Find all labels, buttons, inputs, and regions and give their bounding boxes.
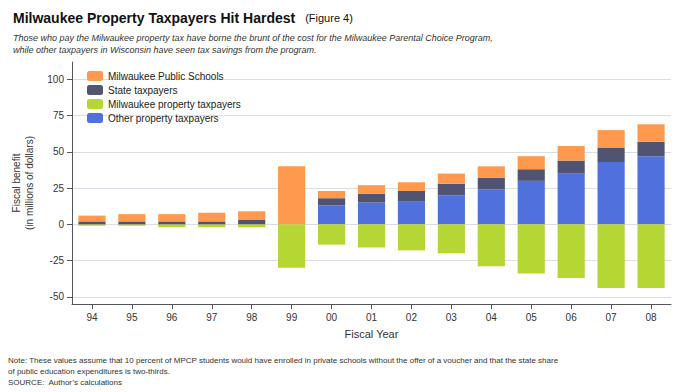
svg-text:Fiscal benefit: Fiscal benefit	[11, 153, 22, 212]
svg-text:94: 94	[86, 312, 98, 323]
svg-text:(Figure 4): (Figure 4)	[305, 12, 353, 24]
svg-text:05: 05	[526, 312, 538, 323]
svg-text:Those who pay the Milwaukee pr: Those who pay the Milwaukee property tax…	[13, 33, 493, 43]
svg-text:06: 06	[566, 312, 578, 323]
svg-text:96: 96	[166, 312, 178, 323]
svg-text:25: 25	[53, 183, 65, 194]
svg-text:0: 0	[58, 219, 64, 230]
svg-text:00: 00	[326, 312, 338, 323]
svg-text:08: 08	[645, 312, 657, 323]
svg-text:Milwaukee Property Taxpayers H: Milwaukee Property Taxpayers Hit Hardest	[13, 10, 296, 26]
svg-text:99: 99	[286, 312, 298, 323]
svg-text:Note: These values assume that: Note: These values assume that 10 percen…	[8, 356, 559, 365]
svg-text:98: 98	[246, 312, 258, 323]
svg-text:50: 50	[53, 146, 65, 157]
svg-text:SOURCE: Author’s calculations: SOURCE: Author’s calculations	[8, 378, 122, 387]
svg-text:Other property taxpayers: Other property taxpayers	[108, 113, 219, 124]
svg-text:97: 97	[206, 312, 218, 323]
svg-text:-50: -50	[50, 291, 65, 302]
svg-text:95: 95	[126, 312, 138, 323]
svg-text:of public education expenditur: of public education expenditures is two-…	[8, 367, 170, 376]
svg-text:(in millions of dollars): (in millions of dollars)	[24, 136, 35, 230]
svg-text:07: 07	[606, 312, 618, 323]
svg-text:Milwaukee property taxpayers: Milwaukee property taxpayers	[108, 99, 241, 110]
svg-text:04: 04	[486, 312, 498, 323]
svg-text:02: 02	[406, 312, 418, 323]
svg-text:03: 03	[446, 312, 458, 323]
svg-text:-25: -25	[50, 255, 65, 266]
svg-text:Fiscal Year: Fiscal Year	[345, 328, 399, 340]
svg-text:01: 01	[366, 312, 378, 323]
svg-text:while other taxpayers in Wisco: while other taxpayers in Wisconsin have …	[13, 45, 317, 55]
svg-text:State taxpayers: State taxpayers	[108, 85, 177, 96]
svg-text:75: 75	[53, 110, 65, 121]
svg-text:Milwaukee Public Schools: Milwaukee Public Schools	[108, 71, 224, 82]
svg-text:100: 100	[47, 74, 64, 85]
